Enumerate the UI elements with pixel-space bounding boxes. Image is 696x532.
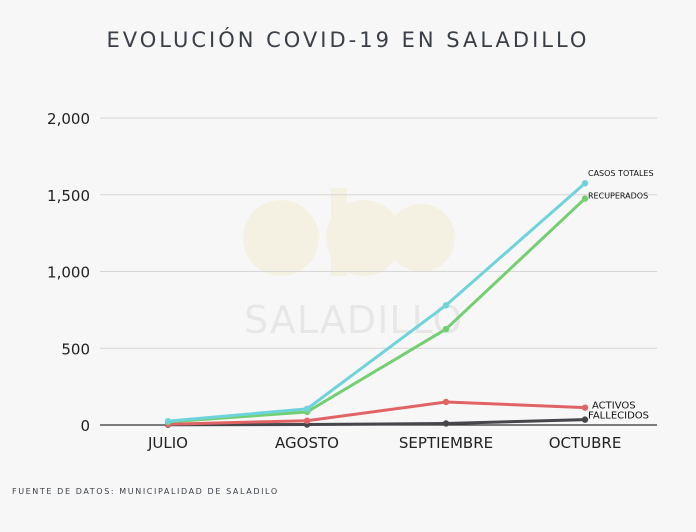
data-point: [442, 420, 450, 427]
series-label: FALLECIDOS: [588, 411, 649, 422]
data-point: [303, 405, 311, 413]
series-line: [166, 400, 587, 426]
y-tick-label: 1,000: [47, 264, 90, 282]
series-line: [166, 197, 587, 424]
x-tick-label: JULIO: [147, 434, 188, 452]
abc-logo-watermark: [236, 178, 456, 338]
series-line: [166, 181, 587, 423]
x-tick-label: SEPTIEMBRE: [399, 434, 493, 452]
y-tick-label: 2,000: [47, 110, 90, 128]
data-point: [442, 325, 450, 333]
data-point: [442, 302, 450, 309]
data-source-note: FUENTE DE DATOS: MUNICIPALIDAD DE SALADI…: [12, 487, 279, 496]
series-label: CASOS TOTALES: [588, 169, 654, 178]
data-point: [581, 180, 589, 187]
series-label: ACTIVOS: [592, 401, 636, 412]
data-point: [303, 417, 311, 424]
data-point: [581, 195, 589, 202]
y-tick-label: 500: [61, 340, 90, 358]
x-tick-label: AGOSTO: [275, 434, 339, 452]
y-tick-label: 1,500: [47, 187, 90, 205]
series-line: [166, 418, 587, 427]
data-point: [581, 416, 589, 423]
series-label: RECUPERADOS: [588, 192, 648, 201]
chart-title: EVOLUCIÓN COVID-19 EN SALADILLO: [106, 28, 590, 52]
data-point: [442, 398, 450, 406]
data-point: [581, 404, 589, 411]
x-tick-label: OCTUBRE: [549, 434, 622, 452]
data-point: [164, 417, 172, 425]
y-tick-label: 0: [80, 417, 90, 435]
